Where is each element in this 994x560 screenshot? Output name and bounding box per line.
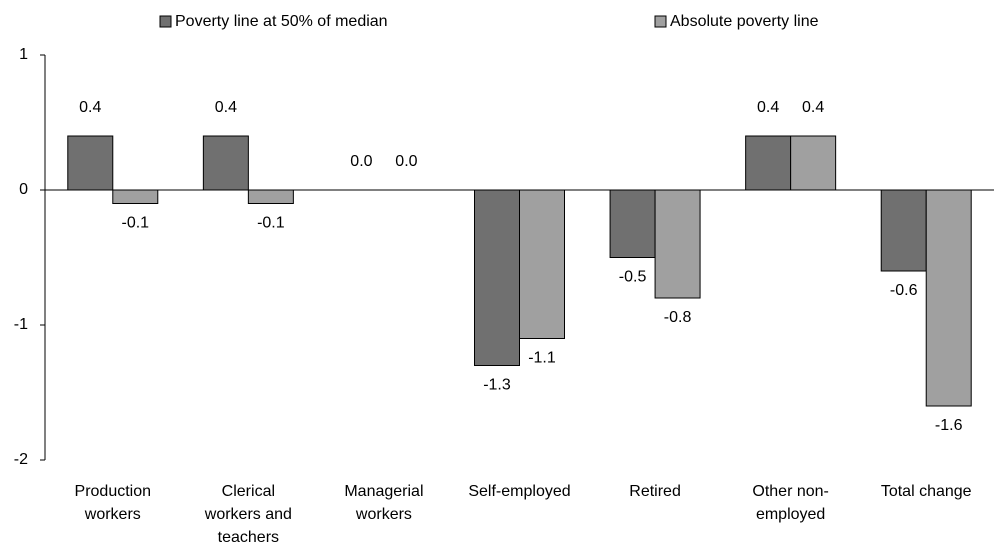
value-label: -1.3 bbox=[483, 377, 511, 394]
y-tick-label: -1 bbox=[14, 316, 28, 333]
bar bbox=[519, 189, 565, 339]
legend-swatch bbox=[654, 15, 667, 28]
bar bbox=[474, 189, 520, 366]
x-tick-label: Total change bbox=[880, 483, 972, 500]
bar bbox=[654, 189, 701, 299]
value-label: -0.8 bbox=[664, 309, 692, 326]
y-tick-label: -2 bbox=[14, 451, 28, 468]
value-label: 0.4 bbox=[79, 99, 101, 116]
bar bbox=[247, 189, 294, 204]
x-tick-label: Other non-employed bbox=[752, 483, 829, 523]
legend-swatch bbox=[159, 15, 172, 28]
value-label: 0.4 bbox=[757, 99, 779, 116]
bar bbox=[745, 135, 792, 191]
x-tick-label: Clerical workers and teachers bbox=[204, 483, 292, 546]
legend-label: Poverty line at 50% of median bbox=[175, 13, 388, 30]
x-tick-label: Production workers bbox=[74, 483, 152, 523]
x-tick-label: Self-employed bbox=[468, 483, 571, 500]
value-label: -0.1 bbox=[121, 215, 149, 232]
bar bbox=[67, 135, 114, 191]
legend-label: Absolute poverty line bbox=[670, 13, 819, 30]
y-tick-label: 0 bbox=[19, 181, 28, 198]
value-label: -0.5 bbox=[619, 269, 647, 286]
value-label: 0.0 bbox=[395, 153, 417, 170]
value-label: 0.4 bbox=[215, 99, 237, 116]
bar bbox=[112, 189, 159, 204]
x-tick-label: Retired bbox=[629, 483, 681, 500]
bar bbox=[880, 189, 927, 272]
y-tick-label: 1 bbox=[19, 46, 28, 63]
value-label: -0.6 bbox=[890, 282, 918, 299]
bar bbox=[609, 189, 656, 258]
value-label: 0.4 bbox=[802, 99, 824, 116]
value-label: -0.1 bbox=[257, 215, 285, 232]
value-label: -1.1 bbox=[528, 350, 556, 367]
value-label: -1.6 bbox=[935, 417, 963, 434]
bar bbox=[202, 135, 249, 191]
x-tick-label: Managerial workers bbox=[344, 483, 424, 523]
value-label: 0.0 bbox=[350, 153, 372, 170]
bar bbox=[925, 189, 972, 407]
bar bbox=[790, 135, 837, 191]
